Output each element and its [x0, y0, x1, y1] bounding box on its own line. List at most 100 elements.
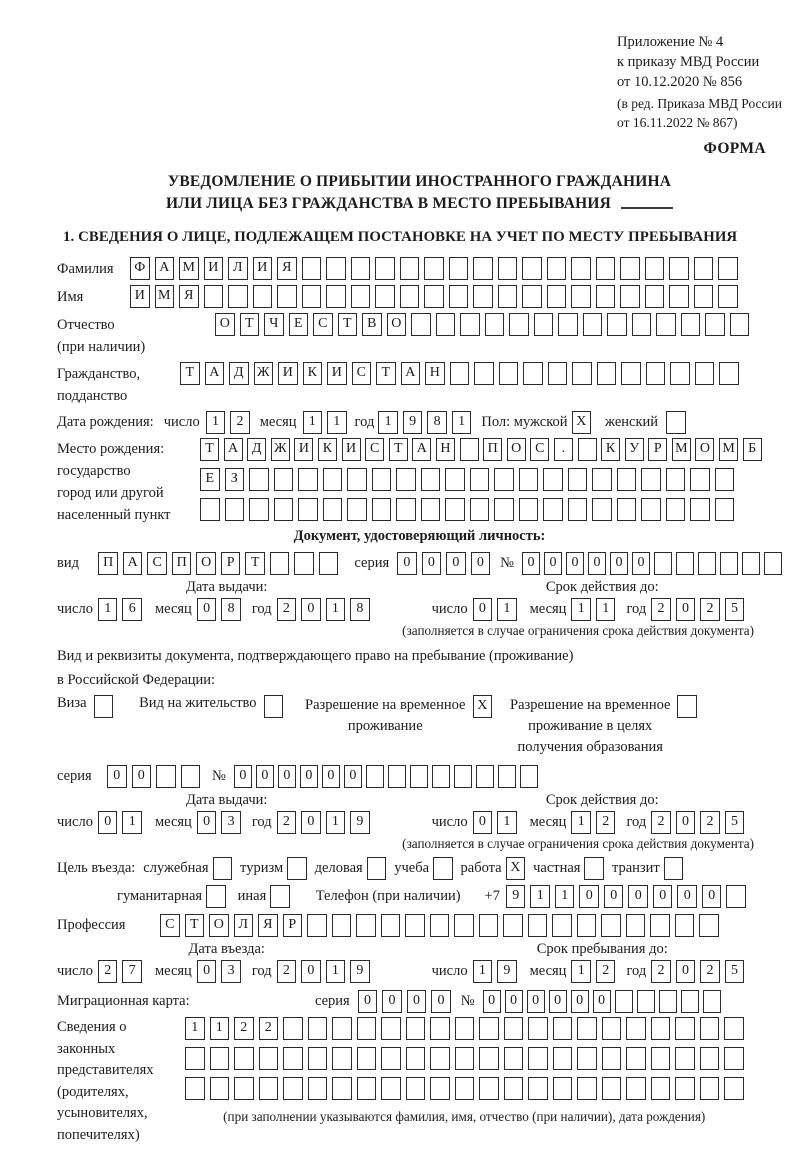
- char-cell: [720, 551, 738, 575]
- char-cell: [234, 1047, 254, 1070]
- char-cell: 1: [302, 411, 323, 434]
- purpose-work-checkbox: X: [505, 857, 526, 880]
- char-cell: 2: [700, 598, 720, 621]
- char-cell: [371, 468, 391, 491]
- birth-place-label: Место рождения: государство город или др…: [57, 438, 200, 526]
- char-cell: [228, 285, 248, 308]
- char-cell: [273, 498, 293, 521]
- char-cell: М: [671, 438, 691, 461]
- year-label: год: [251, 814, 272, 830]
- char-cell: [693, 285, 713, 308]
- char-cell: [298, 468, 318, 491]
- birth-place-label-line1: Место рождения:: [57, 441, 165, 457]
- char-cell: .: [553, 438, 573, 461]
- char-cell: [519, 764, 538, 788]
- year-label: год: [626, 601, 647, 617]
- char-cell: И: [278, 362, 298, 385]
- year-label: год: [251, 963, 272, 979]
- temp-residence-edu-label: Разрешение на временное проживание в цел…: [510, 695, 670, 758]
- char-cell: [283, 1047, 303, 1070]
- char-cell: [469, 498, 489, 521]
- char-cell: [690, 498, 710, 521]
- char-cell: 2: [700, 811, 720, 834]
- purpose-other: иная: [238, 885, 290, 908]
- valid-until-header: Срок действия до:: [545, 792, 659, 808]
- char-cell: [571, 285, 591, 308]
- char-cell: 0: [196, 598, 217, 621]
- char-cell: Ж: [253, 362, 273, 385]
- char-cell: Т: [239, 313, 259, 336]
- char-cell: [497, 257, 517, 280]
- day-label: число: [431, 963, 468, 979]
- char-cell: [724, 1077, 744, 1100]
- char-cell: Я: [258, 913, 278, 937]
- char-cell: [528, 1017, 548, 1040]
- char-cell: [582, 313, 602, 336]
- char-cell: 1: [122, 811, 142, 834]
- temp-residence-edu-line3: получения образования: [517, 739, 663, 755]
- char-cell: [503, 1047, 523, 1070]
- char-cell: 0: [321, 764, 340, 788]
- char-cell: Т: [337, 313, 357, 336]
- char-cell: [424, 257, 444, 280]
- char-cell: 0: [675, 960, 696, 983]
- char-cell: 1: [497, 811, 517, 834]
- char-cell: [494, 468, 514, 491]
- char-cell: [448, 285, 468, 308]
- char-cell: [702, 989, 721, 1013]
- issue-date-header: Дата выдачи:: [186, 792, 268, 808]
- citizenship-label-line2: подданство: [57, 388, 128, 404]
- char-cell: [546, 285, 566, 308]
- char-cell: 9: [505, 885, 526, 908]
- name-label: Имя: [57, 289, 84, 305]
- char-cell: 1: [327, 411, 347, 434]
- char-cell: [371, 498, 391, 521]
- month-label: месяц: [154, 963, 192, 979]
- char-cell: [650, 1047, 670, 1070]
- purpose-official-label: служебная: [143, 860, 209, 876]
- char-cell: 0: [277, 764, 296, 788]
- char-cell: 9: [402, 411, 423, 434]
- residence-permit-checkbox: [263, 695, 284, 718]
- char-cell: 2: [276, 811, 297, 834]
- reference-amendment-line: от 16.11.2022 № 867): [617, 114, 738, 130]
- legal-reps-note: (при заполнении указываются фамилия, имя…: [223, 1109, 706, 1124]
- char-cell: 2: [651, 960, 671, 983]
- char-cell: В: [362, 313, 382, 336]
- birth-place-label-line3: город или другой: [57, 485, 164, 501]
- purpose-tourism-label: туризм: [240, 860, 284, 876]
- purpose-other-checkbox: [270, 885, 290, 908]
- char-cell: 5: [724, 811, 745, 834]
- char-cell: [698, 551, 716, 575]
- temp-residence-checkbox: X: [472, 695, 492, 718]
- char-cell: [527, 913, 547, 937]
- char-cell: [699, 913, 719, 937]
- month-label: месяц: [529, 814, 567, 830]
- char-cell: [552, 1047, 572, 1070]
- char-cell: X: [571, 411, 592, 434]
- doc-date-headers: Дата выдачи: Срок действия до:: [57, 579, 782, 596]
- char-cell: 2: [595, 811, 616, 834]
- legal-reps-label: Сведения о законных представителях (роди…: [57, 1017, 185, 1146]
- char-cell: [206, 885, 226, 908]
- char-cell: [718, 257, 738, 280]
- char-cell: [420, 468, 440, 491]
- char-cell: [431, 764, 450, 788]
- char-cell: Т: [180, 362, 200, 385]
- char-cell: [318, 551, 339, 575]
- form-title: УВЕДОМЛЕНИЕ О ПРИБЫТИИ ИНОСТРАННОГО ГРАЖ…: [57, 171, 782, 215]
- year-label: год: [626, 963, 647, 979]
- char-cell: [234, 1077, 254, 1100]
- char-cell: [705, 313, 725, 336]
- char-cell: 0: [482, 989, 501, 1013]
- char-cell: Н: [425, 362, 445, 385]
